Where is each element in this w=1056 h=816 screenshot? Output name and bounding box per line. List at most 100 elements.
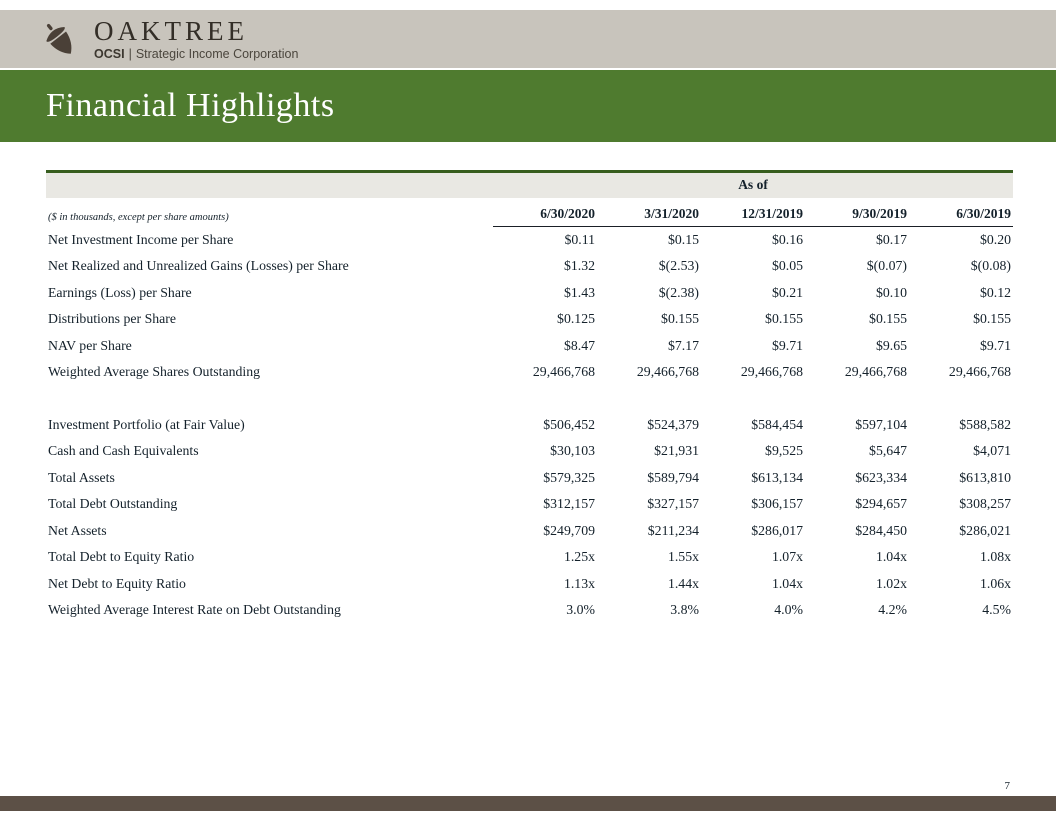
cell-value: $613,134: [751, 469, 803, 485]
cell-value: 29,466,768: [636, 364, 699, 380]
cell-value: 29,466,768: [740, 364, 803, 380]
cell-value: $524,379: [647, 416, 699, 432]
table-row: Weighted Average Interest Rate on Debt O…: [46, 597, 1013, 624]
cell-value: $623,334: [855, 469, 907, 485]
row-label: Net Investment Income per Share: [48, 231, 234, 247]
cell-value: $5,647: [869, 443, 907, 459]
cell-value: $1.32: [563, 258, 595, 274]
page-number: 7: [1004, 780, 1011, 792]
cell-value: $211,234: [647, 522, 699, 538]
cell-value: 3.8%: [670, 602, 699, 618]
cell-value: $1.43: [563, 284, 595, 300]
cell-value: $506,452: [543, 416, 595, 432]
subtitle-text: Strategic Income Corporation: [135, 47, 299, 62]
cell-value: $327,157: [647, 496, 699, 512]
cell-value: $249,709: [543, 522, 595, 538]
table-body: Net Investment Income per Share $0.11 $0.1…: [46, 227, 1013, 624]
cell-value: $0.155: [973, 311, 1012, 327]
brand-text: OAKTREE OCSI | Strategic Income Corporatio…: [94, 16, 298, 61]
cell-value: $0.05: [771, 258, 803, 274]
cell-value: $0.10: [875, 284, 907, 300]
cell-value: $0.21: [771, 284, 803, 300]
cell-value: 1.08x: [979, 549, 1012, 565]
table-row: Net Investment Income per Share $0.11 $0.1…: [46, 227, 1013, 254]
cell-value: $7.17: [667, 337, 699, 353]
cell-value: $0.16: [771, 232, 803, 247]
cell-value: $588,582: [959, 416, 1012, 432]
cell-value: 1.44x: [667, 575, 699, 591]
cell-value: $0.155: [869, 311, 907, 327]
row-label: Weighted Average Interest Rate on Debt O…: [48, 602, 341, 618]
column-header-5: 6/30/2019: [909, 197, 1014, 227]
header-band: OAKTREE OCSI | Strategic Income Corporatio…: [0, 10, 1056, 68]
ticker-label: OCSI: [94, 47, 125, 62]
cell-value: $308,257: [959, 496, 1012, 512]
table-row: Investment Portfolio (at Fair Value) $506…: [46, 412, 1013, 439]
cell-value: 1.55x: [667, 549, 699, 565]
cell-value: 4.0%: [774, 602, 803, 618]
table-row: Net Assets $249,709 $211,234 $286,017 $284,4…: [46, 518, 1013, 545]
cell-value: $4,071: [973, 443, 1012, 459]
brand-subtitle: OCSI | Strategic Income Corporation: [94, 47, 298, 61]
table-container: As of ($ in thousands, except per share …: [46, 170, 1014, 624]
cell-value: $0.12: [979, 284, 1012, 300]
cell-value: 4.5%: [982, 602, 1012, 618]
cell-value: $306,157: [751, 496, 803, 512]
cell-value: 1.04x: [875, 549, 907, 565]
cell-value: 29,466,768: [532, 364, 595, 380]
cell-value: 1.13x: [563, 575, 595, 591]
as-of-empty-cell: [46, 170, 493, 198]
acorn-icon: [46, 23, 72, 54]
table-row: Earnings (Loss) per Share $1.43 $(2.38) $0.…: [46, 280, 1013, 307]
row-label: Weighted Average Shares Outstanding: [48, 364, 261, 380]
row-label: Investment Portfolio (at Fair Value): [48, 416, 245, 432]
cell-value: 1.07x: [771, 549, 803, 565]
column-header-row: ($ in thousands, except per share amount…: [46, 197, 1014, 227]
cell-value: $286,017: [751, 522, 803, 538]
title-banner: Financial Highlights: [0, 70, 1056, 142]
row-label: Cash and Cash Equivalents: [48, 443, 199, 459]
table-row: Distributions per Share $0.125 $0.155 $0.15…: [46, 306, 1013, 333]
footer-bar: [0, 796, 1056, 811]
column-header-4: 9/30/2019: [805, 197, 909, 227]
cell-value: $613,810: [959, 469, 1012, 485]
cell-value: 4.2%: [878, 602, 907, 618]
table-row: Total Assets $579,325 $589,794 $613,134 $623…: [46, 465, 1013, 492]
cell-value: $21,931: [654, 443, 699, 459]
row-label: Distributions per Share: [48, 311, 176, 327]
cell-value: 29,466,768: [948, 364, 1012, 380]
cell-value: $9.71: [979, 337, 1012, 353]
cell-value: $30,103: [550, 443, 595, 459]
cell-value: 29,466,768: [844, 364, 907, 380]
cell-value: $284,450: [855, 522, 907, 538]
cell-value: $589,794: [647, 469, 699, 485]
cell-value: $9.65: [875, 337, 907, 353]
column-header-1: 6/30/2020: [493, 197, 597, 227]
table-row: Total Debt to Equity Ratio 1.25x 1.55x 1.07…: [46, 544, 1013, 571]
row-label: Total Assets: [48, 469, 115, 485]
row-label: Net Realized and Unrealized Gains (Losse…: [48, 258, 349, 274]
subtitle-separator: |: [128, 47, 132, 62]
row-label: Total Debt Outstanding: [48, 496, 178, 512]
row-label: Net Debt to Equity Ratio: [48, 575, 186, 591]
cell-value: $(0.08): [970, 258, 1012, 274]
cell-value: $0.125: [557, 311, 595, 327]
cell-value: $286,021: [959, 522, 1012, 538]
table-row: Net Realized and Unrealized Gains (Losse…: [46, 253, 1013, 280]
row-label: Total Debt to Equity Ratio: [48, 549, 195, 565]
cell-value: $(2.38): [658, 284, 699, 300]
cell-value: $0.20: [979, 232, 1012, 247]
cell-value: $0.11: [564, 232, 595, 247]
section-spacer-row: [46, 386, 1013, 412]
column-header-3: 12/31/2019: [701, 197, 805, 227]
cell-value: $597,104: [855, 416, 907, 432]
page-title: Financial Highlights: [46, 87, 335, 124]
cell-value: 1.06x: [979, 575, 1012, 591]
financial-highlights-table: As of ($ in thousands, except per share …: [46, 170, 1014, 624]
cell-value: $0.155: [661, 311, 699, 327]
cell-value: $579,325: [543, 469, 595, 485]
cell-value: $(2.53): [658, 258, 699, 274]
table-row: Total Debt Outstanding $312,157 $327,157 $3…: [46, 491, 1013, 518]
cell-value: $0.15: [667, 232, 699, 247]
